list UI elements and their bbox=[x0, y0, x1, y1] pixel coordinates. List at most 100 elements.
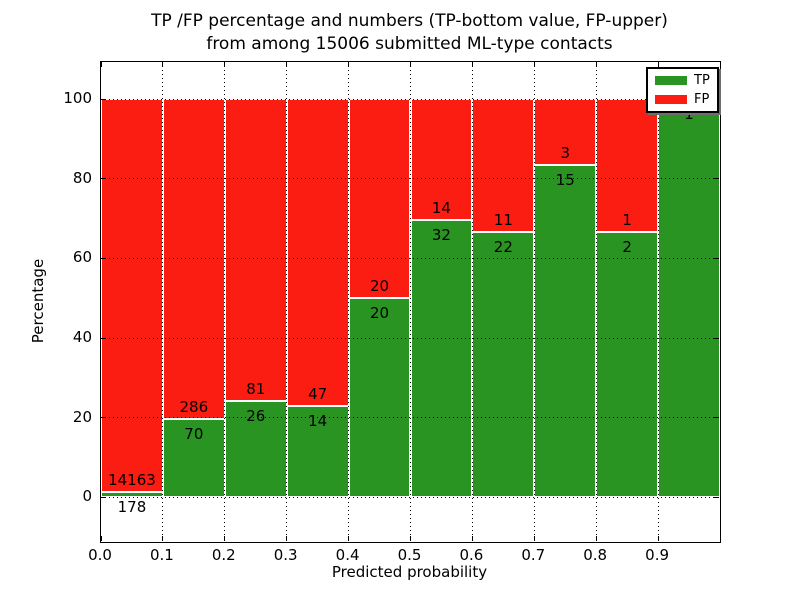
fp-value-label: 47 bbox=[308, 384, 328, 403]
gridline-y bbox=[101, 417, 720, 419]
x-tick-top bbox=[100, 62, 102, 67]
gridline-x bbox=[471, 62, 473, 542]
legend-swatch-fp bbox=[655, 95, 687, 104]
x-tick-top bbox=[348, 62, 350, 67]
fp-bar-segment bbox=[101, 99, 163, 493]
gridline-x bbox=[286, 62, 288, 542]
legend-swatch-tp bbox=[655, 76, 687, 85]
tp-value-label: 2 bbox=[622, 237, 632, 256]
tp-value-label: 1 bbox=[684, 105, 694, 124]
legend: TP FP bbox=[646, 67, 719, 113]
fp-value-label: 3 bbox=[560, 144, 571, 163]
gridline-x bbox=[657, 62, 659, 542]
tp-bar-segment bbox=[534, 165, 597, 498]
y-tick-label: 20 bbox=[72, 407, 92, 426]
x-tick-label: 0.0 bbox=[88, 546, 112, 564]
tp-value-label: 70 bbox=[184, 425, 204, 444]
x-tick-top bbox=[162, 62, 164, 67]
x-tick-bottom bbox=[348, 536, 350, 541]
tp-bar-segment bbox=[472, 231, 535, 498]
gridline-x bbox=[595, 62, 597, 542]
x-tick-top bbox=[533, 62, 535, 67]
y-tick-label: 80 bbox=[72, 168, 92, 187]
x-tick-label: 0.7 bbox=[521, 546, 546, 564]
x-axis-label: Predicted probability bbox=[331, 563, 488, 581]
chart-title-line1: TP /FP percentage and numbers (TP-bottom… bbox=[151, 11, 668, 31]
x-tick-label: 0.9 bbox=[645, 546, 670, 564]
y-tick-label: 0 bbox=[82, 487, 92, 506]
chart-title-line2: from among 15006 submitted ML-type conta… bbox=[206, 34, 613, 54]
x-tick-bottom bbox=[533, 536, 535, 541]
fp-value-label: 20 bbox=[369, 277, 390, 296]
gridline-y bbox=[101, 496, 720, 498]
gridline-y bbox=[101, 98, 720, 100]
y-tick-left bbox=[101, 496, 106, 498]
gridline-y bbox=[101, 178, 720, 180]
x-tick-label: 0.5 bbox=[397, 546, 422, 564]
tp-bar-segment bbox=[286, 405, 349, 498]
chart-title: TP /FP percentage and numbers (TP-bottom… bbox=[100, 10, 719, 56]
x-tick-bottom bbox=[224, 536, 226, 541]
y-tick-left bbox=[101, 98, 106, 100]
tp-value-label: 26 bbox=[246, 406, 266, 425]
gridline-x bbox=[410, 62, 411, 542]
gridline-y bbox=[101, 257, 720, 259]
y-tick-left bbox=[101, 337, 106, 339]
x-tick-bottom bbox=[657, 536, 659, 541]
gridline-y bbox=[101, 337, 720, 339]
x-tick-label: 0.1 bbox=[149, 546, 174, 564]
gridline-x bbox=[533, 62, 535, 542]
tp-value-label: 15 bbox=[555, 171, 575, 190]
fp-bar-segment bbox=[348, 99, 411, 299]
gridline-x bbox=[348, 62, 350, 542]
fp-value-label: 286 bbox=[179, 398, 209, 417]
x-tick-top bbox=[657, 62, 659, 67]
x-tick-label: 0.3 bbox=[273, 546, 298, 564]
fp-value-label: 14163 bbox=[108, 471, 156, 490]
tp-value-label: 14 bbox=[308, 411, 328, 430]
x-tick-bottom bbox=[286, 536, 288, 541]
legend-label-tp: TP bbox=[694, 73, 710, 88]
x-tick-top bbox=[595, 62, 597, 67]
tp-bar-segment bbox=[596, 231, 659, 498]
fp-value-label: 81 bbox=[246, 379, 266, 398]
legend-entry-tp: TP bbox=[655, 74, 710, 87]
y-tick-left bbox=[101, 257, 106, 259]
x-tick-bottom bbox=[410, 536, 411, 541]
gridline-x bbox=[162, 62, 164, 542]
x-tick-label: 0.8 bbox=[583, 546, 608, 564]
x-tick-label: 0.2 bbox=[211, 546, 236, 564]
y-axis-label: Percentage bbox=[29, 258, 47, 344]
x-tick-top bbox=[286, 62, 288, 67]
tp-bar-segment bbox=[162, 419, 225, 498]
fp-value-label: 14 bbox=[431, 199, 451, 218]
fp-bar-segment bbox=[534, 99, 597, 166]
plot-area: 14163 178 286 70 81 26 47 14 20 20 14 32 11 22 3 15 1 2 1 bbox=[100, 61, 721, 543]
x-tick-label: 0.4 bbox=[335, 546, 360, 564]
tp-bar-segment bbox=[348, 298, 411, 498]
fp-bar-segment bbox=[596, 99, 659, 232]
tp-value-label: 20 bbox=[369, 304, 390, 323]
legend-entry-fp: FP bbox=[655, 93, 710, 106]
x-tick-bottom bbox=[471, 536, 473, 541]
y-tick-right bbox=[714, 337, 719, 339]
y-tick-right bbox=[714, 417, 719, 419]
x-tick-label: 0.6 bbox=[459, 546, 484, 564]
tp-bar-segment bbox=[410, 220, 473, 498]
x-tick-top bbox=[471, 62, 473, 67]
y-tick-label: 60 bbox=[72, 248, 92, 267]
y-tick-left bbox=[101, 417, 106, 419]
gridline-x bbox=[224, 62, 226, 542]
fp-bar-segment bbox=[224, 99, 287, 401]
fp-value-label: 11 bbox=[493, 210, 513, 229]
tp-bar-segment bbox=[658, 99, 720, 498]
y-tick-label: 40 bbox=[72, 328, 92, 347]
x-tick-bottom bbox=[100, 536, 102, 541]
x-tick-bottom bbox=[162, 536, 164, 541]
fp-bar-segment bbox=[162, 99, 225, 420]
y-tick-label: 100 bbox=[63, 89, 92, 108]
tp-value-label: 178 bbox=[117, 498, 147, 517]
tp-value-label: 32 bbox=[431, 226, 451, 245]
y-tick-left bbox=[101, 178, 106, 180]
